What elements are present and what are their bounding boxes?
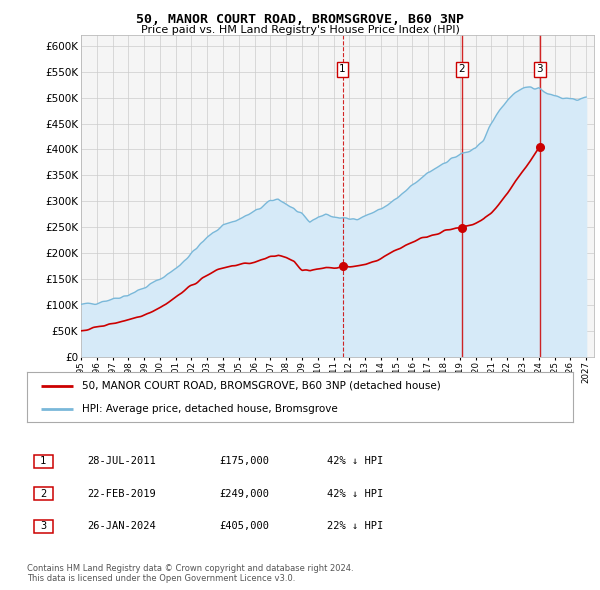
Text: HPI: Average price, detached house, Bromsgrove: HPI: Average price, detached house, Brom… [82, 404, 337, 414]
Text: 50, MANOR COURT ROAD, BROMSGROVE, B60 3NP: 50, MANOR COURT ROAD, BROMSGROVE, B60 3N… [136, 13, 464, 26]
Text: 2: 2 [459, 64, 466, 74]
Text: 50, MANOR COURT ROAD, BROMSGROVE, B60 3NP (detached house): 50, MANOR COURT ROAD, BROMSGROVE, B60 3N… [82, 381, 440, 391]
Text: 22-FEB-2019: 22-FEB-2019 [87, 489, 156, 499]
Text: 1: 1 [40, 457, 46, 466]
Text: £175,000: £175,000 [219, 457, 269, 466]
Text: 2: 2 [40, 489, 46, 499]
Text: 1: 1 [339, 64, 346, 74]
Text: Price paid vs. HM Land Registry's House Price Index (HPI): Price paid vs. HM Land Registry's House … [140, 25, 460, 35]
Text: 22% ↓ HPI: 22% ↓ HPI [327, 522, 383, 531]
Text: 3: 3 [40, 522, 46, 531]
Text: 3: 3 [536, 64, 543, 74]
Text: 28-JUL-2011: 28-JUL-2011 [87, 457, 156, 466]
Text: £405,000: £405,000 [219, 522, 269, 531]
Text: Contains HM Land Registry data © Crown copyright and database right 2024.
This d: Contains HM Land Registry data © Crown c… [27, 563, 353, 583]
Text: 26-JAN-2024: 26-JAN-2024 [87, 522, 156, 531]
Text: 42% ↓ HPI: 42% ↓ HPI [327, 489, 383, 499]
Text: £249,000: £249,000 [219, 489, 269, 499]
Text: 42% ↓ HPI: 42% ↓ HPI [327, 457, 383, 466]
